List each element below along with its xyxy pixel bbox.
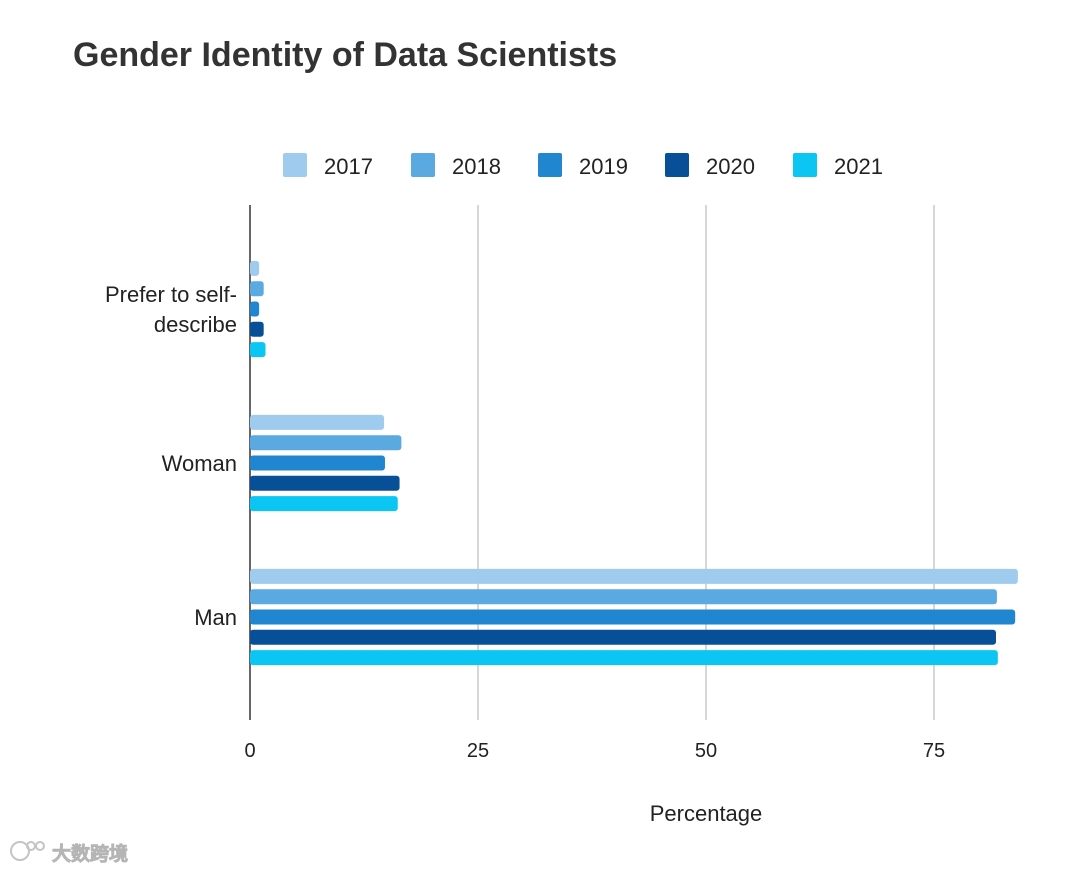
legend-swatch-2020 <box>665 153 689 177</box>
x-tick-label: 50 <box>695 740 717 762</box>
bar-prefer-to-self-describe-2018 <box>250 281 264 297</box>
legend-label: 2020 <box>706 154 755 179</box>
x-tick-label: 0 <box>244 740 255 762</box>
bar-woman-2017 <box>250 414 385 430</box>
bar-woman-2021 <box>250 496 398 512</box>
watermark-text: 大数跨境 <box>52 842 128 865</box>
legend-label: 2021 <box>834 154 883 179</box>
category-label: Man <box>194 605 237 630</box>
category-label: describe <box>154 312 237 337</box>
bars <box>250 260 1018 666</box>
watermark-logo-icon <box>10 841 45 861</box>
legend-swatch-2017 <box>283 153 307 177</box>
legend-swatch-2019 <box>538 153 562 177</box>
x-tick-label: 25 <box>467 740 489 762</box>
bar-woman-2020 <box>250 475 400 491</box>
bar-man-2020 <box>250 629 997 645</box>
bar-prefer-to-self-describe-2020 <box>250 321 264 337</box>
bar-prefer-to-self-describe-2019 <box>250 301 260 317</box>
bar-man-2021 <box>250 650 998 666</box>
legend-label: 2018 <box>452 154 501 179</box>
category-labels: Prefer to self-describe Woman Man <box>105 282 237 630</box>
watermark: 大数跨境 <box>10 841 128 865</box>
x-tick-labels: 0 25 50 75 <box>244 740 945 762</box>
category-label: Prefer to self- <box>105 282 237 307</box>
bar-prefer-to-self-describe-2021 <box>250 342 266 358</box>
bar-man-2019 <box>250 609 1016 625</box>
legend: 2017 2018 2019 2020 2021 <box>283 153 883 179</box>
x-axis-title: Percentage <box>650 801 763 826</box>
bar-man-2018 <box>250 589 997 605</box>
legend-label: 2017 <box>324 154 373 179</box>
legend-swatch-2018 <box>411 153 435 177</box>
legend-label: 2019 <box>579 154 628 179</box>
legend-swatch-2021 <box>793 153 817 177</box>
bar-woman-2019 <box>250 455 385 471</box>
chart-title: Gender Identity of Data Scientists <box>73 36 617 74</box>
category-label: Woman <box>162 451 237 476</box>
bar-woman-2018 <box>250 435 402 451</box>
bar-man-2017 <box>250 568 1018 584</box>
x-tick-label: 75 <box>923 740 945 762</box>
bar-prefer-to-self-describe-2017 <box>250 260 260 276</box>
